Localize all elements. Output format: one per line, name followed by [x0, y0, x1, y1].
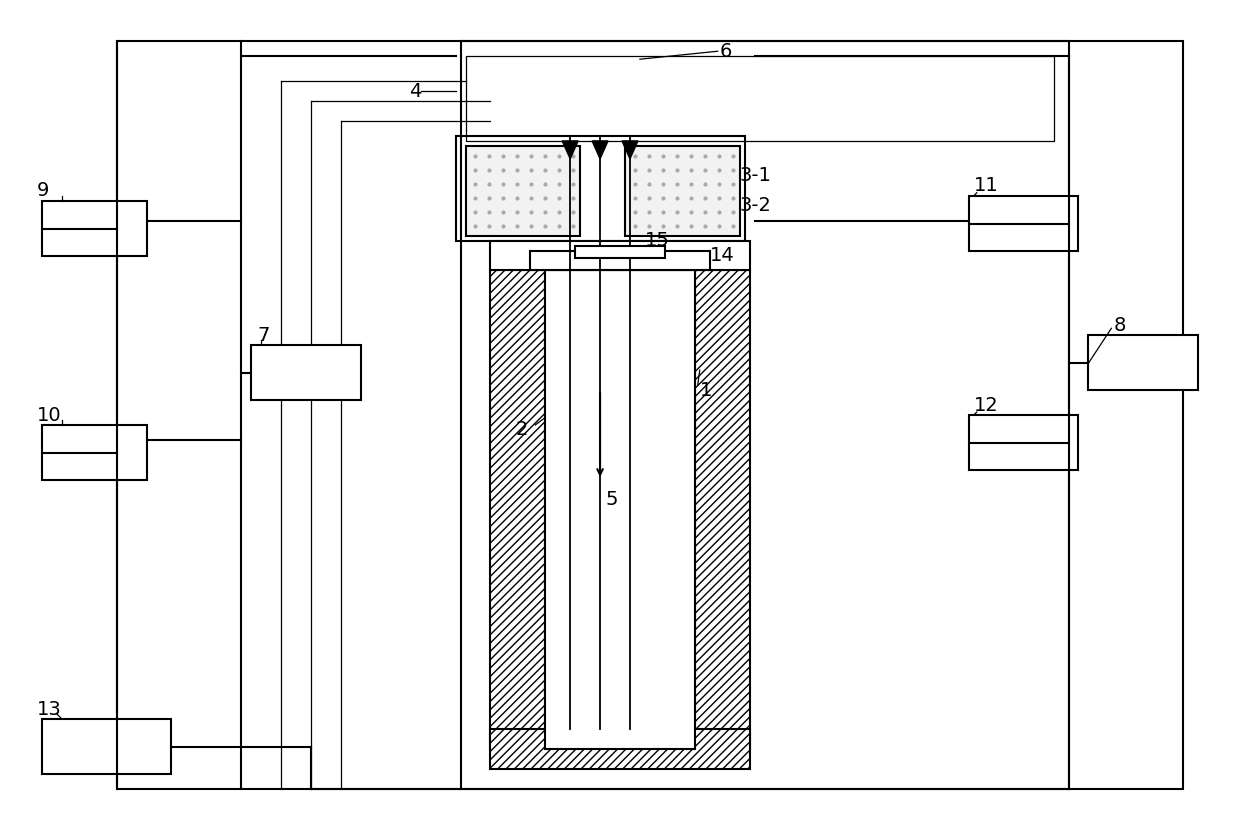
Bar: [1089, 335, 1198, 390]
Bar: [575, 245, 665, 258]
Bar: [455, 136, 744, 240]
Text: 3-2: 3-2: [739, 196, 771, 215]
Bar: [491, 270, 546, 749]
Text: 10: 10: [37, 405, 62, 425]
Bar: [42, 719, 171, 774]
Text: 15: 15: [645, 231, 670, 250]
Bar: [968, 415, 1079, 470]
Text: 14: 14: [709, 246, 734, 265]
Polygon shape: [622, 141, 637, 158]
Bar: [625, 146, 739, 236]
Text: 5: 5: [605, 490, 618, 510]
Bar: [460, 41, 1069, 789]
Text: 2: 2: [516, 420, 528, 440]
Text: 7: 7: [257, 326, 269, 344]
Polygon shape: [591, 141, 608, 158]
Bar: [465, 146, 580, 236]
Bar: [42, 425, 146, 480]
Bar: [465, 56, 1054, 141]
Text: 13: 13: [37, 700, 62, 719]
Text: 9: 9: [37, 181, 50, 200]
Bar: [968, 196, 1079, 250]
Text: 4: 4: [409, 82, 422, 101]
Bar: [531, 250, 709, 270]
Text: 12: 12: [973, 395, 998, 414]
Bar: [42, 201, 146, 255]
Polygon shape: [562, 141, 578, 158]
Bar: [252, 345, 361, 400]
Bar: [117, 41, 1183, 789]
Text: 6: 6: [719, 42, 732, 61]
Bar: [491, 240, 749, 270]
Text: 3-1: 3-1: [739, 166, 771, 185]
Text: 11: 11: [973, 176, 998, 195]
Text: 8: 8: [1114, 316, 1126, 334]
Text: 1: 1: [699, 380, 712, 399]
Bar: [491, 729, 749, 769]
Bar: [694, 270, 749, 749]
Bar: [546, 270, 694, 749]
